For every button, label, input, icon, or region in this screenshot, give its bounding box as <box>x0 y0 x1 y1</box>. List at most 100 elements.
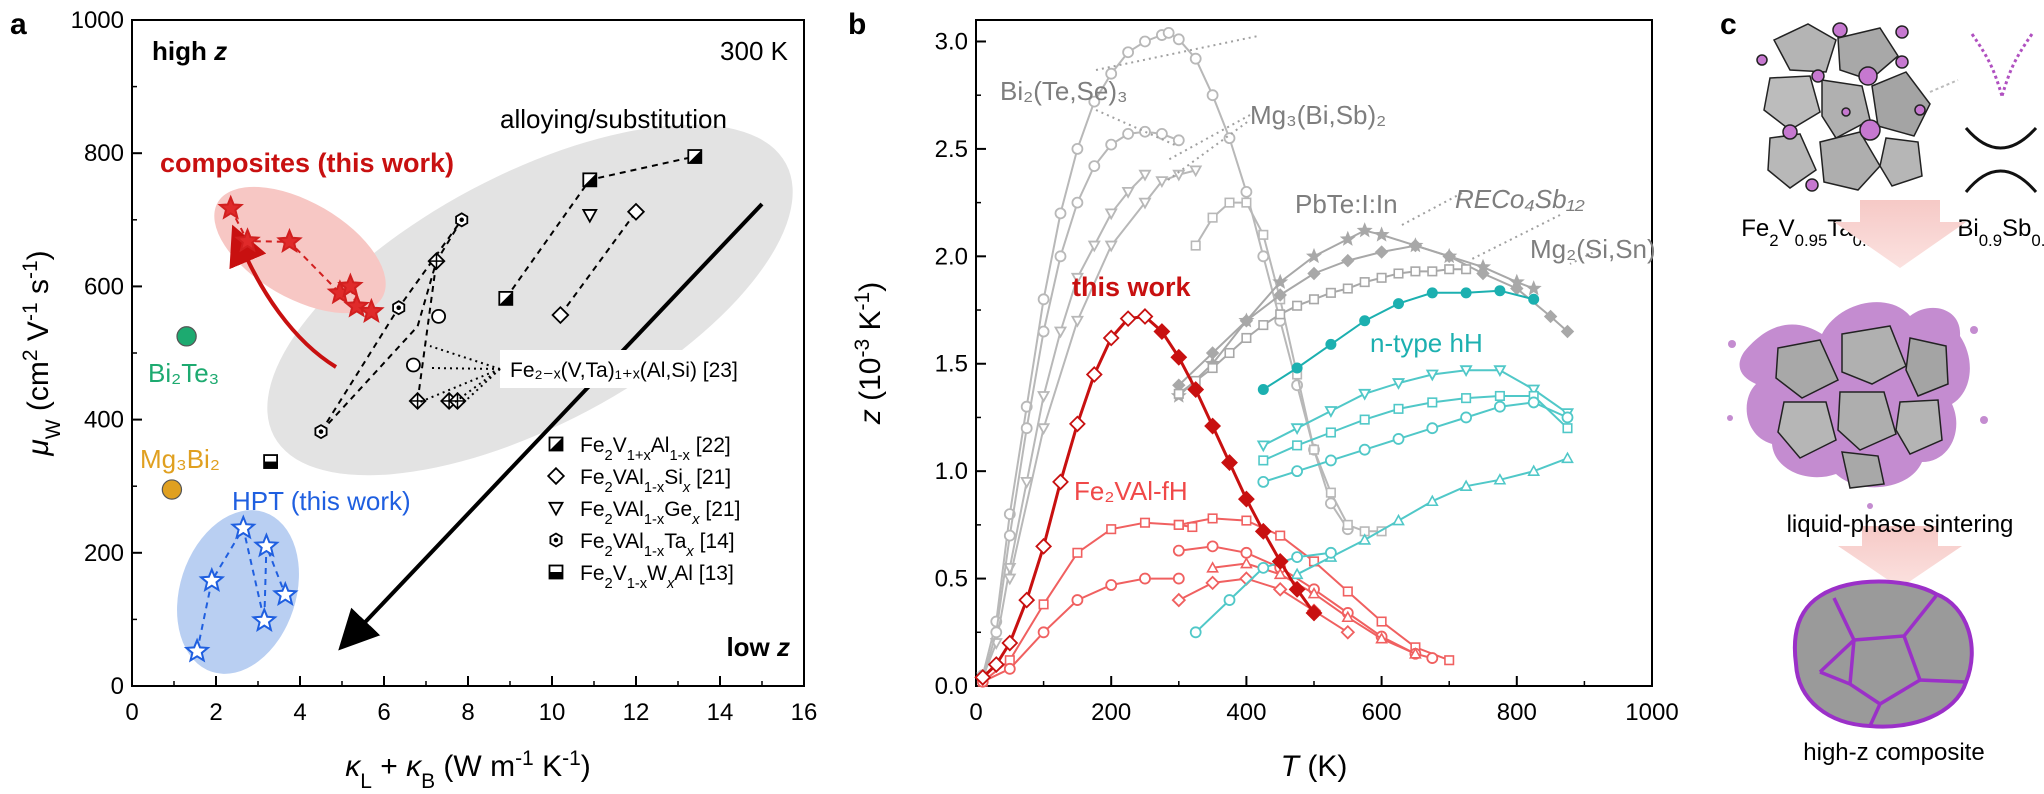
data-point <box>1172 169 1186 182</box>
data-point <box>1373 226 1390 242</box>
data-point <box>1239 314 1254 328</box>
panel-a-xlabel: κL + κB (W m-1 K-1) <box>345 747 591 793</box>
data-point <box>1105 67 1118 80</box>
bi2tese3-label: Bi₂(Te,Se)₃ <box>1000 76 1128 106</box>
data-point <box>1561 451 1574 464</box>
data-point <box>1426 652 1439 664</box>
data-point <box>1156 127 1168 140</box>
data-point <box>1358 443 1371 456</box>
data-point <box>1237 490 1255 508</box>
data-point <box>448 391 467 411</box>
label-part: x <box>691 512 700 528</box>
data-point <box>1172 134 1185 147</box>
legend-label: Fe2VAl1-xTax [14] <box>580 530 735 560</box>
data-point <box>1070 272 1084 285</box>
data-point <box>1035 537 1053 555</box>
data-point <box>1224 197 1235 208</box>
legend-marker <box>547 501 565 517</box>
composite-grains-illustration <box>1756 22 1931 192</box>
label-part: V <box>613 434 627 457</box>
data-point <box>1359 414 1370 425</box>
data-point <box>314 424 328 440</box>
data-point <box>1206 561 1219 573</box>
data-point <box>1206 89 1219 102</box>
label-part: V <box>22 321 55 349</box>
data-point <box>1018 591 1036 609</box>
data-point <box>1493 365 1507 378</box>
data-point <box>1376 616 1387 627</box>
data-point <box>1275 309 1286 320</box>
data-point <box>1258 320 1269 331</box>
data-point <box>427 252 446 271</box>
data-point <box>1392 513 1405 526</box>
x-tick-label: 800 <box>1497 699 1537 726</box>
ntype-hh-label: n-type hH <box>1370 328 1483 358</box>
low-z-label: low z <box>726 632 790 662</box>
panel-a-ticks: 0 2 4 6 8 10 12 14 16 0 200 400 600 800 1000 <box>71 7 818 726</box>
label-part: Si <box>664 466 683 489</box>
series-line <box>1262 395 1569 462</box>
data-point <box>1409 647 1422 659</box>
data-point <box>1001 634 1019 652</box>
data-point <box>1392 433 1405 445</box>
data-point <box>1359 315 1371 327</box>
panel-b-xlabel: T (K) <box>1281 750 1348 783</box>
label-part: ) <box>22 250 55 260</box>
data-point <box>1359 277 1370 288</box>
data-point <box>217 194 244 220</box>
data-point <box>198 566 226 592</box>
label-part: K <box>854 310 887 338</box>
data-point <box>250 606 278 632</box>
label-part: -1 <box>562 747 581 770</box>
data-point <box>1325 546 1337 559</box>
data-point <box>1206 540 1219 553</box>
label-part: 2 <box>19 349 42 361</box>
data-point <box>1003 529 1016 542</box>
data-point <box>1494 400 1506 413</box>
data-point <box>263 454 279 469</box>
data-point <box>1240 556 1253 569</box>
data-point <box>1325 338 1337 350</box>
mg3bi2-label: Mg₃Bi₂ <box>140 444 220 474</box>
data-point <box>1376 272 1387 283</box>
legend-marker <box>548 436 564 452</box>
data-point <box>1162 26 1175 39</box>
label-part: VAl <box>613 530 644 553</box>
band-structure-icon <box>1929 33 2038 193</box>
data-point <box>1038 599 1049 610</box>
label-part: Fe <box>580 498 605 521</box>
data-point <box>1307 586 1321 599</box>
mg2sisn-label: Mg₂(Si,Sn) <box>1530 234 1656 264</box>
data-point <box>1460 287 1472 299</box>
data-point <box>1460 411 1472 424</box>
data-point <box>1393 403 1404 414</box>
data-point <box>1138 169 1152 182</box>
annotation-label: Fe₂₋ₓ(V,Ta)₁₊ₓ(Al,Si) [23] <box>510 359 738 382</box>
label-part: 0.95 <box>1795 231 1828 250</box>
temperature-label: 300 K <box>720 36 789 66</box>
label-part: 2 <box>605 448 613 464</box>
data-point <box>1325 287 1336 298</box>
data-point <box>687 149 703 164</box>
data-point <box>1290 423 1304 436</box>
data-point <box>1221 454 1238 471</box>
data-point <box>1138 197 1152 210</box>
data-point <box>1257 476 1270 488</box>
y-tick-label: 600 <box>84 273 124 300</box>
data-point <box>1272 273 1289 289</box>
panel-b-marks <box>974 26 1575 688</box>
data-point <box>1207 362 1218 374</box>
label-part: Fe <box>1741 215 1769 242</box>
data-point <box>1527 396 1540 409</box>
data-point <box>1325 427 1336 438</box>
data-point <box>1207 212 1218 223</box>
data-point <box>1241 515 1252 526</box>
label-part: 1-x <box>644 512 665 528</box>
label-part: z <box>854 409 887 425</box>
data-point <box>1258 455 1269 466</box>
data-point <box>974 668 992 686</box>
data-point <box>1291 551 1303 563</box>
data-point <box>1341 253 1355 268</box>
y-tick-label: 2.0 <box>935 243 968 270</box>
